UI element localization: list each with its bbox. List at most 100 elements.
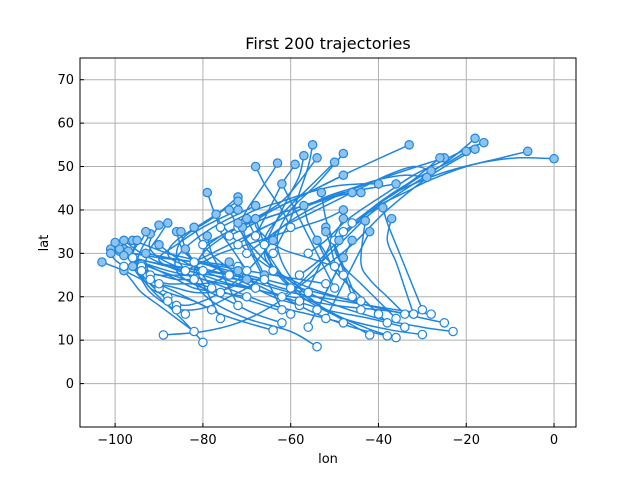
trajectory-start-marker [400,309,410,319]
y-tick-label: 0 [66,377,74,392]
y-axis-label: lat [37,235,52,252]
trajectory-start-marker [356,296,366,306]
trajectory-end-marker [250,213,261,224]
trajectory-line [263,155,305,246]
plot-area-frame [79,57,577,428]
trajectory-end-marker [119,250,129,261]
trajectory-start-marker [180,265,191,276]
trajectory-start-marker [417,329,428,340]
trajectory-end-marker [141,248,151,259]
x-tick-label: −80 [189,433,216,448]
y-tick-label: 60 [57,117,74,132]
trajectory-end-marker [132,235,142,246]
trajectory-start-marker [329,261,340,272]
trajectory-start-marker [448,326,458,337]
x-tick-label: −100 [97,433,133,448]
trajectory-end-marker [338,148,349,159]
trajectory-end-marker [421,172,432,183]
trajectory-end-marker [338,252,349,263]
trajectory-line [254,166,292,228]
trajectory-start-marker [277,304,287,315]
trajectory-start-marker [338,226,349,237]
chart-title: First 200 trajectories [245,34,410,53]
x-axis-label: lon [318,452,338,467]
trajectory-start-marker [215,313,226,324]
trajectory-end-marker [127,261,138,272]
trajectory-end-marker [334,235,344,246]
trajectory-end-marker [373,179,384,189]
trajectory-end-marker [277,179,287,189]
trajectory-start-marker [250,283,261,293]
trajectory-start-marker [321,278,331,289]
trajectory-end-marker [307,140,318,150]
trajectory-start-marker [329,283,340,293]
trajectory-end-marker [435,153,445,163]
trajectory-start-marker [303,248,314,259]
trajectory-start-marker [285,222,296,233]
trajectory-end-marker [224,257,235,267]
trajectory-end-marker [154,220,164,230]
trajectory-end-marker [316,187,327,198]
trajectory-end-marker [110,237,120,248]
trajectory-end-marker [329,157,340,167]
trajectory-line [206,235,239,306]
y-tick-label: 10 [57,334,74,349]
trajectory-start-marker [145,274,156,285]
trajectory-line [184,209,344,272]
trajectory-start-marker [321,313,331,324]
trajectory-start-marker [224,270,235,280]
trajectory-start-marker [294,296,305,306]
trajectory-start-marker [338,318,349,328]
trajectory-start-marker [189,326,199,337]
trajectory-end-marker [479,137,489,148]
trajectory-start-marker [259,239,270,250]
trajectory-start-marker [233,300,243,311]
trajectory-end-marker [241,213,252,224]
trajectory-end-marker [202,187,213,198]
trajectory-start-marker [268,325,278,335]
trajectory-end-marker [233,218,243,228]
x-tick-label: −20 [453,433,480,448]
trajectory-end-marker [312,235,322,246]
trajectory-start-marker [162,296,173,306]
trajectory-line [175,231,432,315]
trajectory-line [237,162,279,228]
trajectory-end-marker [299,200,309,211]
trajectory-start-marker [426,309,436,319]
trajectory-start-marker [206,304,217,315]
trajectory-start-marker [241,248,252,259]
trajectory-end-marker [211,209,221,220]
trajectory-line [167,200,239,276]
trajectory-start-marker [189,274,199,285]
trajectory-end-marker [290,159,300,170]
trajectory-start-marker [233,239,243,250]
trajectory-end-marker [338,170,349,181]
trajectory-line [220,182,379,228]
trajectory-line [333,239,397,320]
y-tick-label: 40 [57,203,74,218]
trajectory-start-marker [136,265,147,276]
trajectory-end-marker [522,146,533,157]
trajectory-start-marker [382,331,393,341]
trajectory-start-marker [417,304,428,315]
axis-ticks: −100 −80 −60 −40 −20 0 0 10 20 30 40 50 60 70 [57,73,558,448]
trajectory-end-marker [105,248,116,259]
trajectory-start-marker [285,283,296,293]
x-tick-label: −40 [365,433,392,448]
trajectory-end-marker [224,205,235,215]
trajectory-end-marker [141,226,151,237]
trajectory-start-marker [303,287,314,298]
trajectory-start-marker [198,265,208,276]
trajectory-line [132,239,239,268]
trajectory-end-marker [272,158,283,168]
trajectory-start-marker [215,287,226,298]
trajectory-start-marker [356,304,366,315]
trajectory-end-marker [250,161,261,172]
trajectory-line [281,157,441,298]
trajectory-end-marker [426,166,436,176]
trajectory-start-marker [189,257,199,267]
trajectory-start-marker [215,222,226,233]
y-tick-label: 20 [57,290,74,305]
trajectory-start-marker [277,291,287,302]
trajectory-start-marker [347,218,357,228]
